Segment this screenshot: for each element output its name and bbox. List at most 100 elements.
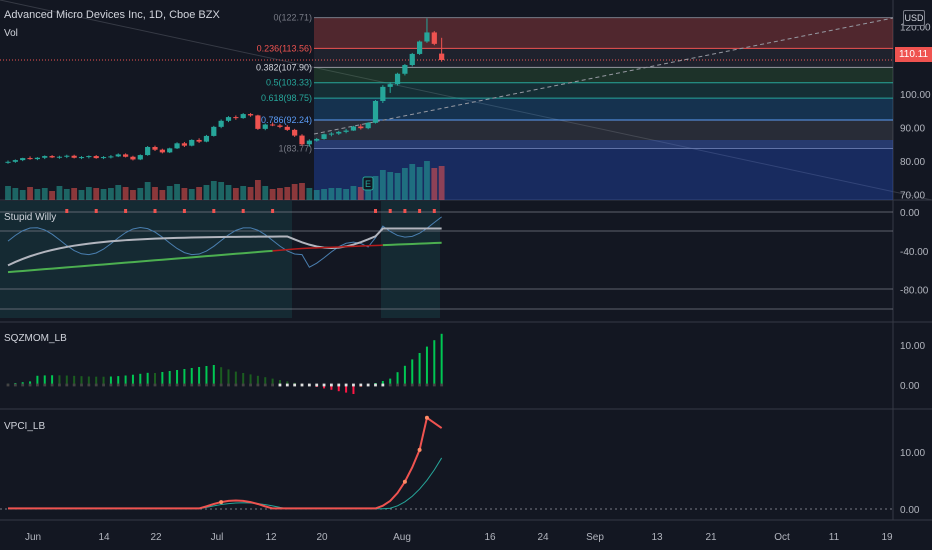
willy-dot — [388, 209, 392, 213]
candle-body — [64, 155, 70, 157]
time-axis-label: 20 — [316, 532, 328, 543]
volume-bar — [372, 176, 379, 200]
sqz-bar — [440, 333, 443, 385]
fib-retracement[interactable]: 0(122.71) 0.236(113.56) 0.382(107.90) 0.5(1… — [256, 13, 894, 200]
sqz-bar — [396, 372, 399, 385]
sqz-dot — [256, 383, 260, 387]
candle-body — [350, 126, 357, 131]
volume-bar — [350, 186, 357, 200]
willy-zone — [381, 201, 440, 318]
volume-bar — [203, 185, 210, 200]
time-axis-label: 21 — [705, 532, 717, 543]
sqz-dot — [359, 383, 363, 387]
willy-dot — [182, 209, 186, 213]
candle-body — [108, 156, 114, 158]
willy-dot — [418, 209, 422, 213]
sqz-bar — [330, 385, 333, 390]
volume-bar — [284, 187, 291, 200]
sqz-dot — [410, 383, 414, 387]
sqz-dot — [293, 383, 297, 387]
fib-level-label: 0.382(107.90) — [256, 62, 312, 72]
sqz-dot — [175, 383, 179, 387]
volume-bar — [181, 188, 188, 200]
volume-bar — [328, 188, 335, 200]
sqz-dot — [116, 383, 120, 387]
candle-body — [189, 139, 195, 146]
sqz-dot — [249, 383, 252, 387]
sqz-dot — [124, 383, 127, 387]
fib-zone — [314, 98, 893, 120]
vpci-title[interactable]: VPCI_LB — [4, 421, 46, 432]
volume-bar — [12, 188, 19, 200]
sqz-bar — [168, 371, 171, 385]
volume-bar — [262, 186, 269, 200]
candle-body — [270, 124, 276, 126]
sqz-dot — [87, 383, 91, 387]
time-axis-label: 19 — [881, 532, 893, 543]
candle-body — [100, 157, 107, 159]
sqz-bar — [323, 385, 326, 389]
price-axis-label: 70.00 — [900, 191, 925, 202]
time-axis-label: 24 — [537, 532, 549, 543]
fib-level-label: 0.236(113.56) — [257, 43, 312, 53]
willy-dot — [374, 209, 377, 213]
willy-axis-label: -40.00 — [900, 247, 929, 258]
volume-bar — [41, 188, 48, 200]
volume-bar — [431, 168, 438, 200]
volume-bar — [387, 172, 394, 200]
volume-bar — [255, 180, 261, 200]
candle-body — [12, 160, 18, 162]
willy-dot — [432, 209, 436, 213]
willy-dot — [403, 209, 407, 213]
volume-bar — [416, 167, 423, 200]
sqz-dot — [337, 383, 341, 387]
price-axis-label: 120.00 — [900, 23, 931, 34]
volume-highlight-zone — [314, 140, 893, 200]
volume-bar — [196, 187, 202, 200]
candle-body — [321, 134, 327, 139]
volume-bar — [174, 184, 180, 200]
sqz-dot — [396, 383, 399, 387]
sqz-dot — [153, 383, 157, 387]
candle-body — [145, 147, 151, 156]
currency-badge[interactable]: USD — [903, 10, 925, 26]
sqz-dot — [197, 383, 201, 387]
symbol-title[interactable]: Advanced Micro Devices Inc, 1D, Cboe BZX — [4, 9, 220, 21]
candle-body — [417, 41, 423, 54]
fib-level-label: 0(122.71) — [273, 13, 312, 23]
sqz-bar — [65, 375, 68, 385]
candle-body — [365, 122, 371, 129]
sqz-dot — [28, 383, 32, 387]
volume-label[interactable]: Vol — [4, 28, 18, 39]
sqz-dot — [432, 383, 436, 387]
willy-axis-label: 0.00 — [900, 208, 920, 219]
stupid-willy-pane — [0, 201, 893, 318]
sqz-bar — [139, 373, 142, 385]
sqz-bar — [256, 375, 259, 385]
vpci-pane — [0, 415, 893, 510]
sqz-dot — [131, 383, 135, 387]
sqz-dot — [381, 383, 385, 387]
volume-bar — [247, 187, 254, 200]
candle-body — [181, 143, 187, 146]
sqz-dot — [219, 383, 223, 387]
volume-bar — [402, 168, 408, 200]
sqz-bar — [337, 385, 340, 392]
candle-body — [240, 114, 246, 119]
sqz-bar — [51, 375, 54, 385]
sqz-bar — [286, 381, 289, 385]
sqz-bar — [73, 375, 76, 385]
fib-zone — [314, 17, 893, 49]
volume-bar — [424, 161, 430, 200]
willy-zone — [0, 201, 292, 318]
sqz-bar — [352, 385, 355, 394]
fib-zone — [314, 48, 893, 68]
sqz-bar — [403, 365, 406, 385]
candle-body — [402, 65, 408, 74]
sqz-dot — [190, 383, 194, 387]
volume-bar — [321, 189, 327, 200]
sqzmom-title[interactable]: SQZMOM_LB — [4, 333, 67, 344]
willy-title[interactable]: Stupid Willy — [4, 212, 57, 223]
sqz-bar — [36, 375, 39, 385]
